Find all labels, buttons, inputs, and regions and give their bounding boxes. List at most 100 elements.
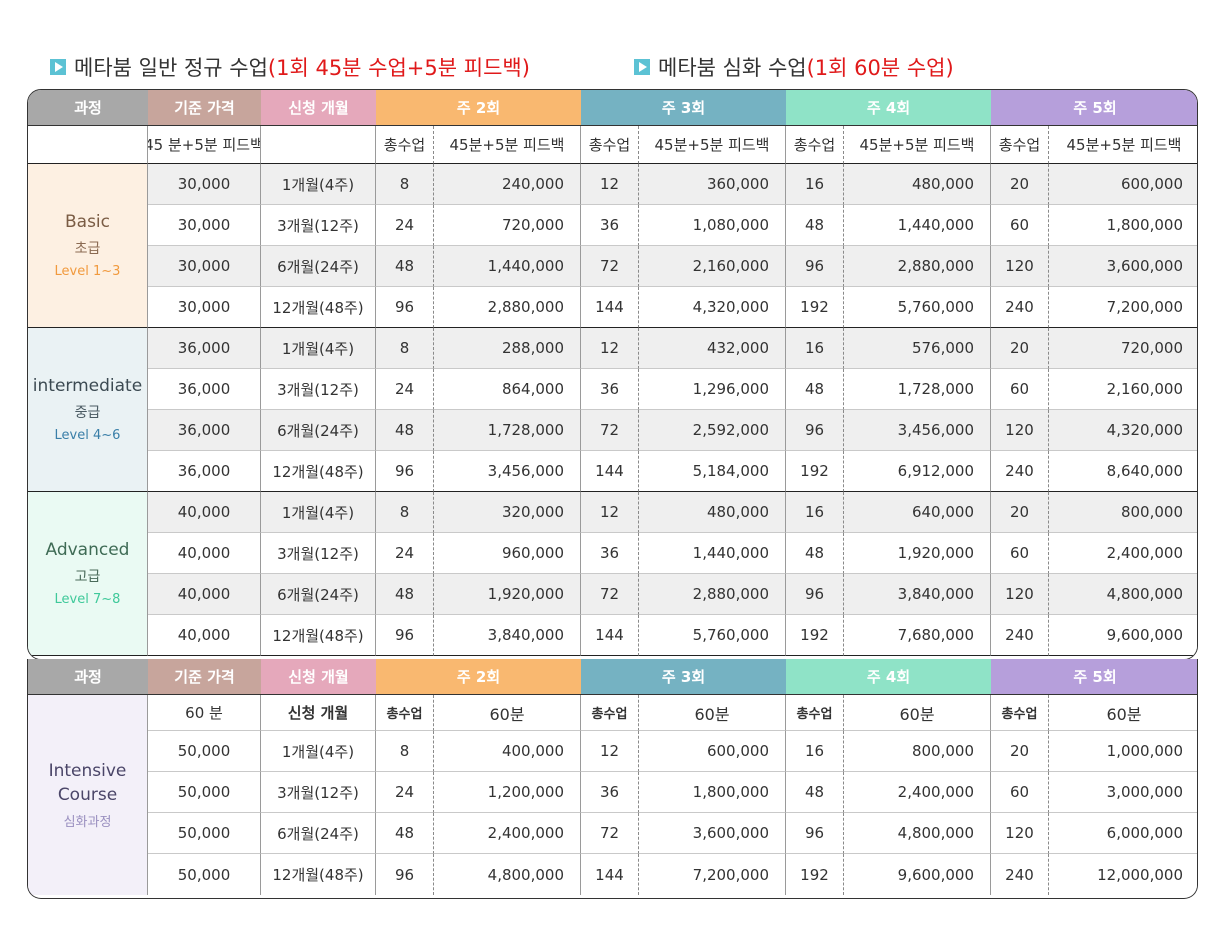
header-5-per-week: 주 5회 <box>991 659 1197 695</box>
subheader-months: 신청 개월 <box>261 695 376 731</box>
course-level-range: Level 4~6 <box>54 428 121 443</box>
price-cell: 5,184,000 <box>638 451 786 492</box>
months-cell: 1개월(4주) <box>261 492 376 533</box>
subheader-total-classes: 총수업 <box>581 126 638 164</box>
legend-intensive-note: (1회 60분 수업) <box>806 56 954 80</box>
total-classes-cell: 240 <box>991 854 1048 895</box>
months-cell: 6개월(24주) <box>261 813 376 854</box>
subheader-feedback-note: +5분 피드백 <box>181 136 261 154</box>
total-classes-cell: 144 <box>581 287 638 328</box>
total-classes-cell: 60 <box>991 205 1048 246</box>
header-3-per-week: 주 3회 <box>581 90 786 126</box>
header-course: 과정 <box>28 90 148 126</box>
base-price-cell: 30,000 <box>148 164 261 205</box>
subheader-45min: 45 분+5분 피드백 <box>148 126 261 164</box>
header-3-per-week: 주 3회 <box>581 659 786 695</box>
base-price-cell: 36,000 <box>148 410 261 451</box>
price-cell: 5,760,000 <box>638 615 786 656</box>
price-cell: 3,456,000 <box>433 451 581 492</box>
header-2-per-week: 주 2회 <box>376 659 581 695</box>
price-cell: 240,000 <box>433 164 581 205</box>
total-classes-cell: 48 <box>376 813 433 854</box>
total-classes-cell: 96 <box>786 574 843 615</box>
course-name-en: Intensive <box>48 760 127 781</box>
play-icon <box>50 59 66 75</box>
price-cell: 480,000 <box>638 492 786 533</box>
total-classes-cell: 96 <box>376 854 433 895</box>
price-cell: 2,400,000 <box>843 772 991 813</box>
price-cell: 4,320,000 <box>638 287 786 328</box>
subheader-fee-60min: 60분 <box>843 695 991 731</box>
months-cell: 12개월(48주) <box>261 451 376 492</box>
price-cell: 6,912,000 <box>843 451 991 492</box>
total-classes-cell: 240 <box>991 615 1048 656</box>
price-cell: 1,000,000 <box>1048 731 1197 772</box>
subheader-fee-feedback: +5분 피드백 <box>687 136 770 154</box>
total-classes-cell: 96 <box>376 615 433 656</box>
header-5-per-week: 주 5회 <box>991 90 1197 126</box>
price-cell: 1,440,000 <box>433 246 581 287</box>
price-cell: 288,000 <box>433 328 581 369</box>
total-classes-cell: 192 <box>786 451 843 492</box>
price-cell: 1,080,000 <box>638 205 786 246</box>
subheader-fee-60min: 60분 <box>433 695 581 731</box>
base-price-cell: 36,000 <box>148 328 261 369</box>
price-cell: 7,200,000 <box>1048 287 1197 328</box>
price-cell: 3,840,000 <box>433 615 581 656</box>
total-classes-cell: 48 <box>376 574 433 615</box>
total-classes-cell: 96 <box>786 813 843 854</box>
base-price-cell: 30,000 <box>148 205 261 246</box>
total-classes-cell: 8 <box>376 328 433 369</box>
price-cell: 7,200,000 <box>638 854 786 895</box>
months-cell: 12개월(48주) <box>261 287 376 328</box>
total-classes-cell: 192 <box>786 854 843 895</box>
play-icon <box>634 59 650 75</box>
base-price-cell: 50,000 <box>148 854 261 895</box>
course-name-en: Advanced <box>45 540 130 560</box>
total-classes-cell: 12 <box>581 164 638 205</box>
total-classes-cell: 12 <box>581 328 638 369</box>
base-price-cell: 30,000 <box>148 287 261 328</box>
months-cell: 6개월(24주) <box>261 246 376 287</box>
subheader-total-classes: 총수업 <box>991 695 1048 731</box>
price-cell: 1,920,000 <box>843 533 991 574</box>
price-cell: 1,800,000 <box>638 772 786 813</box>
course-name-en: intermediate <box>32 376 143 396</box>
legend-intensive-title: 메타붐 심화 수업 <box>658 56 807 80</box>
total-classes-cell: 192 <box>786 287 843 328</box>
price-cell: 2,880,000 <box>433 287 581 328</box>
price-cell: 1,296,000 <box>638 369 786 410</box>
header-4-per-week: 주 4회 <box>786 659 991 695</box>
price-cell: 800,000 <box>1048 492 1197 533</box>
months-cell: 1개월(4주) <box>261 328 376 369</box>
total-classes-cell: 24 <box>376 205 433 246</box>
price-cell: 4,800,000 <box>843 813 991 854</box>
total-classes-cell: 60 <box>991 533 1048 574</box>
total-classes-cell: 48 <box>786 772 843 813</box>
total-classes-cell: 12 <box>581 731 638 772</box>
price-cell: 720,000 <box>1048 328 1197 369</box>
subheader-fee-feedback: +5분 피드백 <box>482 136 565 154</box>
subheader-fee-label: 45분 <box>449 136 483 154</box>
course-name-ko: 심화과정 <box>63 814 112 830</box>
total-classes-cell: 20 <box>991 492 1048 533</box>
total-classes-cell: 48 <box>786 205 843 246</box>
header-4-per-week: 주 4회 <box>786 90 991 126</box>
subheader-empty <box>28 126 148 164</box>
total-classes-cell: 240 <box>991 287 1048 328</box>
total-classes-cell: 16 <box>786 492 843 533</box>
base-price-cell: 30,000 <box>148 246 261 287</box>
course-level-1: intermediate 중급 Level 4~6 <box>28 328 148 492</box>
price-cell: 6,000,000 <box>1048 813 1197 854</box>
price-cell: 864,000 <box>433 369 581 410</box>
total-classes-cell: 240 <box>991 451 1048 492</box>
subheader-total-classes: 총수업 <box>376 126 433 164</box>
legend-regular-title: 메타붐 일반 정규 수업 <box>74 56 268 80</box>
base-price-cell: 50,000 <box>148 813 261 854</box>
subheader-fee-45min: 45분 +5분 피드백 <box>843 126 991 164</box>
price-cell: 1,440,000 <box>843 205 991 246</box>
price-cell: 1,440,000 <box>638 533 786 574</box>
price-cell: 9,600,000 <box>843 854 991 895</box>
course-name-en-2: Course <box>57 784 118 805</box>
